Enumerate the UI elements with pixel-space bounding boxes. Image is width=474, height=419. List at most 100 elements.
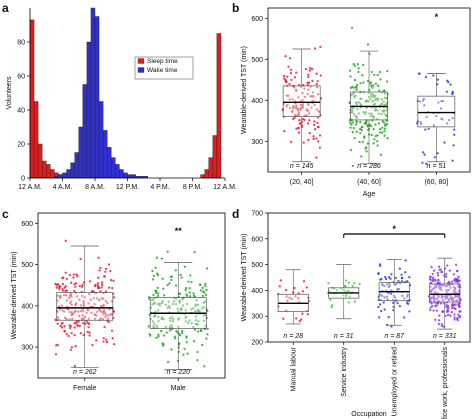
data-point bbox=[100, 286, 103, 289]
x-tick-label: 12 A.M. bbox=[213, 184, 237, 191]
data-point bbox=[298, 119, 301, 122]
data-point bbox=[202, 319, 206, 322]
data-point bbox=[361, 125, 364, 128]
y-tick-label: 300 bbox=[21, 345, 33, 352]
panel-label-d: d bbox=[232, 207, 239, 221]
data-point bbox=[431, 276, 435, 279]
data-point bbox=[383, 127, 387, 130]
data-point bbox=[294, 295, 297, 298]
data-point bbox=[295, 317, 298, 320]
data-point bbox=[104, 313, 108, 316]
data-point bbox=[450, 280, 454, 283]
data-point bbox=[457, 296, 460, 300]
data-point bbox=[431, 278, 435, 281]
data-point bbox=[352, 86, 355, 89]
data-point bbox=[382, 301, 385, 304]
data-point bbox=[311, 67, 314, 71]
data-point bbox=[355, 114, 358, 118]
data-point bbox=[435, 298, 438, 301]
data-point bbox=[383, 129, 386, 133]
data-point bbox=[79, 257, 82, 261]
data-point bbox=[451, 304, 454, 308]
data-point bbox=[158, 304, 162, 307]
data-point bbox=[316, 93, 320, 96]
x-tick-label-0: Manual labour bbox=[290, 346, 297, 391]
hist-bar-sleep-13 bbox=[216, 33, 222, 179]
data-point bbox=[167, 300, 170, 303]
data-point bbox=[69, 300, 73, 303]
data-point bbox=[400, 276, 404, 280]
data-point bbox=[454, 307, 457, 311]
data-point bbox=[54, 353, 58, 356]
data-point bbox=[358, 140, 361, 144]
data-point bbox=[428, 277, 432, 281]
data-point bbox=[155, 289, 158, 293]
data-point bbox=[436, 274, 440, 277]
y-tick-label: 600 bbox=[251, 16, 263, 23]
box-group-2 bbox=[377, 259, 412, 328]
data-point bbox=[423, 153, 426, 156]
data-point bbox=[68, 326, 72, 330]
data-point bbox=[432, 74, 435, 77]
data-point bbox=[56, 316, 60, 319]
data-point bbox=[178, 343, 181, 346]
data-point bbox=[299, 103, 302, 106]
data-point bbox=[81, 308, 84, 311]
data-point bbox=[366, 43, 370, 46]
data-point bbox=[72, 276, 75, 279]
x-tick-label: 12 P.M. bbox=[116, 184, 139, 191]
data-point bbox=[293, 286, 296, 290]
data-point bbox=[305, 114, 308, 117]
data-point bbox=[157, 309, 160, 312]
data-point bbox=[185, 294, 189, 298]
data-point bbox=[102, 304, 105, 307]
data-point bbox=[301, 106, 305, 109]
data-point bbox=[351, 111, 354, 114]
data-point bbox=[174, 284, 178, 287]
data-point bbox=[370, 133, 373, 137]
data-point bbox=[83, 296, 86, 299]
data-point bbox=[163, 294, 166, 297]
data-point bbox=[73, 326, 76, 329]
data-point bbox=[350, 123, 353, 126]
data-point bbox=[437, 319, 441, 322]
data-point bbox=[374, 134, 377, 138]
data-point bbox=[356, 63, 359, 66]
data-point bbox=[75, 295, 78, 298]
data-point bbox=[397, 288, 401, 291]
data-point bbox=[297, 111, 301, 114]
data-point bbox=[330, 306, 333, 309]
data-point bbox=[88, 293, 91, 296]
data-point bbox=[284, 54, 287, 58]
data-point bbox=[379, 78, 382, 81]
data-point bbox=[180, 276, 183, 279]
data-point bbox=[109, 313, 112, 316]
data-point bbox=[190, 281, 193, 284]
data-point bbox=[445, 305, 448, 309]
data-point bbox=[81, 314, 84, 317]
data-point bbox=[60, 326, 64, 329]
data-point bbox=[97, 256, 100, 259]
x-axis-label: Age bbox=[363, 191, 376, 198]
data-point bbox=[93, 313, 96, 316]
legend-entry-0: Sleep time bbox=[147, 58, 178, 65]
data-point bbox=[148, 333, 151, 336]
data-point bbox=[344, 290, 347, 293]
data-point bbox=[196, 359, 199, 362]
data-point bbox=[107, 263, 111, 266]
significance-marker: * bbox=[392, 224, 396, 234]
x-axis-label: Occupation bbox=[351, 411, 387, 418]
hist-bar-sleep-4 bbox=[46, 164, 51, 179]
data-point bbox=[306, 122, 310, 125]
data-point bbox=[447, 298, 451, 302]
data-point bbox=[68, 273, 72, 277]
data-point bbox=[93, 303, 96, 306]
data-point bbox=[288, 296, 291, 299]
data-point bbox=[189, 274, 192, 277]
panel-c-boxplot-sex: 300 400 500 600 Wearable-derived TST (min) n … bbox=[11, 212, 226, 392]
data-point bbox=[78, 298, 81, 301]
data-point bbox=[71, 317, 74, 320]
data-point bbox=[431, 305, 434, 308]
data-point bbox=[82, 301, 85, 305]
data-point bbox=[453, 313, 456, 316]
